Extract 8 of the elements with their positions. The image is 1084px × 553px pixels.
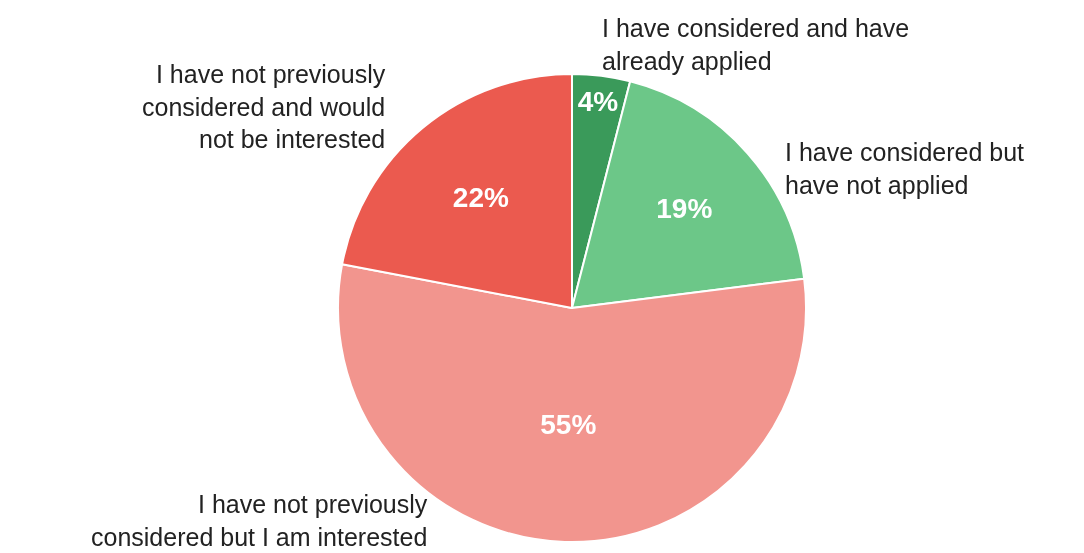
data-label: 19% — [656, 193, 713, 225]
data-label: 22% — [452, 182, 509, 214]
slice-label: I have considered and have already applied — [602, 14, 910, 75]
data-label: 4% — [577, 86, 619, 118]
slice-label: I have not previously considered but I am interested — [91, 490, 428, 551]
slice-label: I have not previously considered and would not be interested — [142, 60, 386, 153]
data-label: 55% — [540, 409, 597, 441]
slice-label: I have considered but have not applied — [785, 138, 1025, 199]
